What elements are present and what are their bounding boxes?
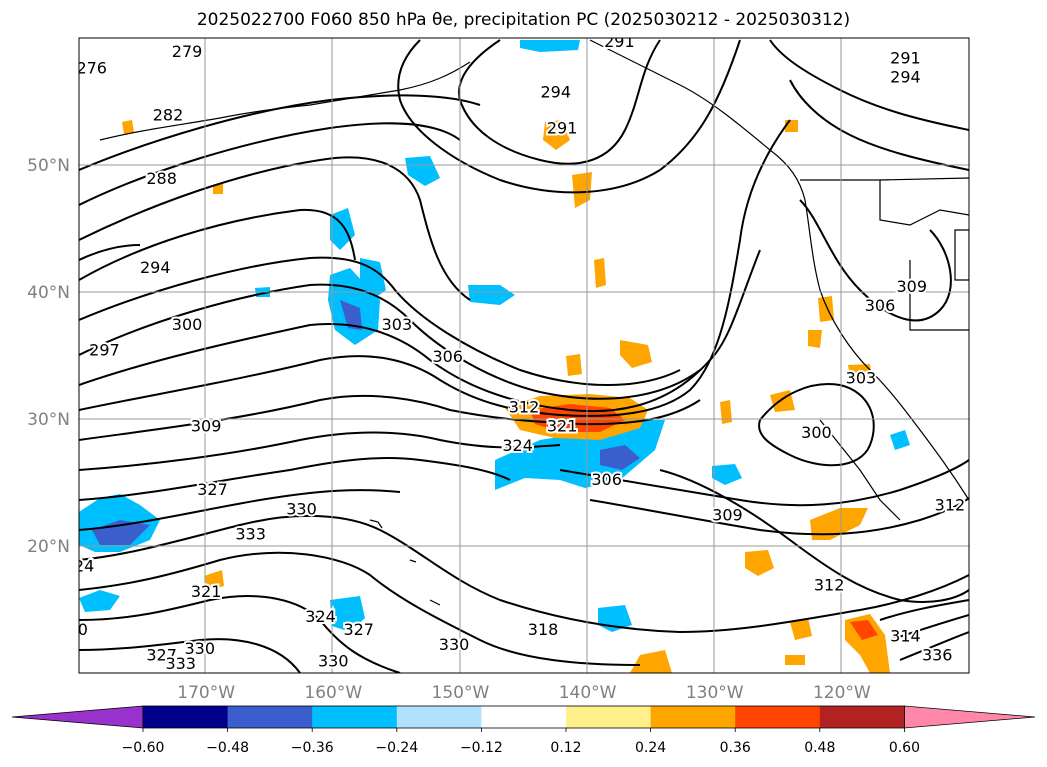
contour-label: 327 xyxy=(197,480,228,499)
contour-label: 336 xyxy=(922,645,953,664)
contour-label: 303 xyxy=(382,315,413,334)
contour-label: 291 xyxy=(890,48,921,67)
contour-label: 306 xyxy=(432,347,463,366)
contour-label: 314 xyxy=(890,626,921,645)
contour-label: 321 xyxy=(547,417,578,436)
lon-tick-label: 150°W xyxy=(432,683,490,703)
colorbar-extend-high xyxy=(904,705,1036,729)
lon-tick-label: 170°W xyxy=(177,683,235,703)
contour-label: 321 xyxy=(191,582,222,601)
colorbar-segment xyxy=(819,706,905,728)
lat-tick-label: 40°N xyxy=(27,283,70,303)
contour-label: 291 xyxy=(604,32,635,51)
contour-label: 330 xyxy=(318,652,349,671)
lon-tick-label: 120°W xyxy=(813,683,871,703)
contour-label: 333 xyxy=(235,525,266,544)
contour-label: 312 xyxy=(814,575,845,594)
contour-label: 306 xyxy=(865,296,896,315)
lon-tick-label: 140°W xyxy=(559,683,617,703)
contour-label: 321 xyxy=(32,569,63,588)
contour-label: 327 xyxy=(343,620,374,639)
contour-label: 282 xyxy=(153,106,184,125)
contour-label: 327 xyxy=(146,645,177,664)
colorbar-segment xyxy=(143,706,229,728)
coastlines xyxy=(99,39,969,606)
contour-label: 294 xyxy=(541,83,572,102)
colorbar-extend-low xyxy=(11,705,144,729)
contour-label: 324 xyxy=(305,607,336,626)
contour-label: 297 xyxy=(89,341,120,360)
colorbar-tick-label: 0.48 xyxy=(804,740,835,756)
colorbar-tick-label: −0.60 xyxy=(122,740,165,756)
contour-label: 333 xyxy=(165,654,196,673)
contour-label: 300 xyxy=(801,423,832,442)
contour-label: 309 xyxy=(897,277,928,296)
lon-tick-label: 130°W xyxy=(686,683,744,703)
precip-negative-shading xyxy=(79,40,910,632)
theta-e-contours xyxy=(79,39,969,673)
contour-label: 330 xyxy=(185,639,216,658)
contour-label: 306 xyxy=(591,470,622,489)
contour-label: 312 xyxy=(935,495,966,514)
lat-tick-label: 50°N xyxy=(27,156,70,176)
colorbar-segment xyxy=(481,706,567,728)
colorbar-segment xyxy=(650,706,736,728)
contour-label: 330 xyxy=(57,620,88,639)
colorbar-segment xyxy=(566,706,652,728)
chart-title: 2025022700 F060 850 hPa θe, precipitatio… xyxy=(196,10,851,30)
contour-label: 279 xyxy=(172,42,203,61)
colorbar: −0.60 −0.48 −0.36 −0.24 −0.12 0.12 0.24 0.36 0.4… xyxy=(11,705,1036,756)
contour-label: 288 xyxy=(146,169,177,188)
graticule xyxy=(79,38,969,673)
colorbar-tick-label: 0.60 xyxy=(889,740,920,756)
colorbar-tick-label: −0.24 xyxy=(375,740,418,756)
colorbar-outline xyxy=(142,705,905,729)
contour-label: 291 xyxy=(547,118,578,137)
colorbar-tick-label: 0.12 xyxy=(550,740,581,756)
contour-label: 324 xyxy=(64,556,95,575)
contour-label: 330 xyxy=(286,499,317,518)
colorbar-tick-label: 0.24 xyxy=(635,740,666,756)
contour-label: 294 xyxy=(890,67,921,86)
contour-label: 309 xyxy=(191,417,222,436)
contour-label: 300 xyxy=(172,315,203,334)
contour-label: 309 xyxy=(712,506,743,525)
contour-label: 312 xyxy=(509,398,540,417)
colorbar-segment xyxy=(396,706,482,728)
longitude-labels: 170°W 160°W 150°W 140°W 130°W 120°W xyxy=(177,683,871,703)
latitude-labels: 20°N 30°N 40°N 50°N xyxy=(27,156,70,557)
colorbar-tick-label: −0.12 xyxy=(460,740,503,756)
colorbar-segment xyxy=(227,706,313,728)
plot-frame xyxy=(78,37,970,674)
contour-label: 303 xyxy=(846,368,877,387)
contour-label: 330 xyxy=(439,635,470,654)
colorbar-tick-label: −0.48 xyxy=(206,740,249,756)
lat-tick-label: 20°N xyxy=(27,537,70,557)
lon-tick-label: 160°W xyxy=(304,683,362,703)
contour-label: 294 xyxy=(140,258,171,277)
contour-label: 324 xyxy=(502,436,533,455)
contour-label: 276 xyxy=(76,59,107,78)
colorbar-tick-label: 0.36 xyxy=(720,740,751,756)
contour-label: 318 xyxy=(528,620,559,639)
colorbar-tick-label: −0.36 xyxy=(291,740,334,756)
lat-tick-label: 30°N xyxy=(27,410,70,430)
plot-area xyxy=(79,38,969,673)
colorbar-segment xyxy=(312,706,398,728)
colorbar-segment xyxy=(735,706,821,728)
